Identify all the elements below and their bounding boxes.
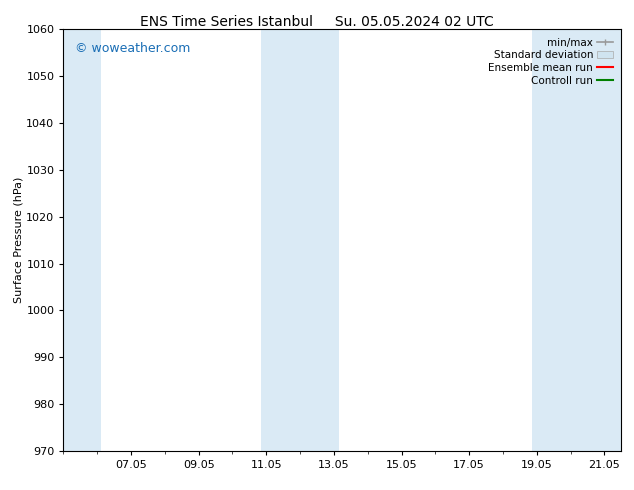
Y-axis label: Surface Pressure (hPa): Surface Pressure (hPa) (13, 177, 23, 303)
Bar (261, 29, 339, 451)
Bar (63, 29, 101, 451)
Text: ENS Time Series Istanbul     Su. 05.05.2024 02 UTC: ENS Time Series Istanbul Su. 05.05.2024 … (140, 15, 494, 29)
Bar (532, 29, 621, 451)
Legend: min/max, Standard deviation, Ensemble mean run, Controll run: min/max, Standard deviation, Ensemble me… (485, 35, 616, 89)
Text: © woweather.com: © woweather.com (75, 42, 190, 55)
